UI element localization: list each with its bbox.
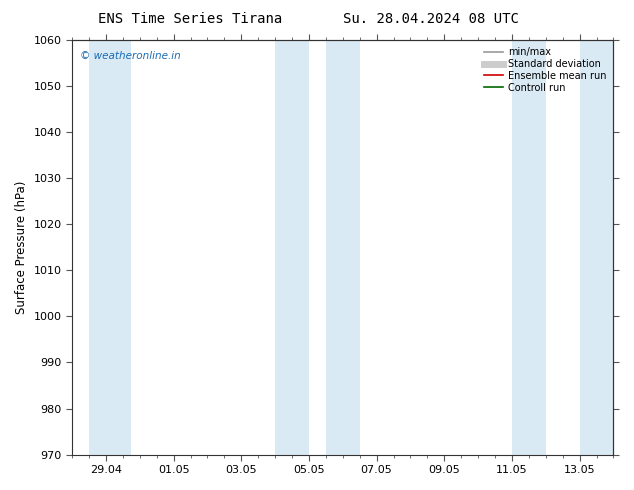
Bar [579,40,614,455]
Bar [512,40,546,455]
Y-axis label: Surface Pressure (hPa): Surface Pressure (hPa) [15,181,28,314]
Text: © weatheronline.in: © weatheronline.in [81,50,181,61]
Text: Su. 28.04.2024 08 UTC: Su. 28.04.2024 08 UTC [343,12,519,26]
Bar [89,40,131,455]
Bar [275,40,309,455]
Legend: min/max, Standard deviation, Ensemble mean run, Controll run: min/max, Standard deviation, Ensemble me… [480,43,611,97]
Text: ENS Time Series Tirana: ENS Time Series Tirana [98,12,282,26]
Bar [326,40,359,455]
